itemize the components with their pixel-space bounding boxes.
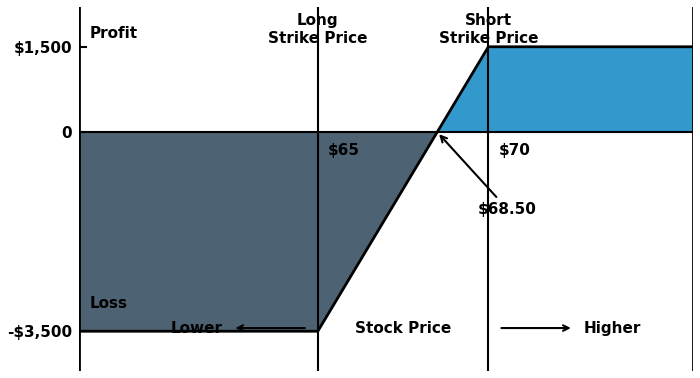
Polygon shape xyxy=(79,132,438,331)
Text: Short
Strike Price: Short Strike Price xyxy=(439,13,538,46)
Text: Higher: Higher xyxy=(584,321,641,336)
Text: $65: $65 xyxy=(328,144,360,158)
Polygon shape xyxy=(438,47,693,132)
Text: $68.50: $68.50 xyxy=(440,136,537,217)
Text: Loss: Loss xyxy=(89,296,127,311)
Text: Lower: Lower xyxy=(170,321,223,336)
Text: Stock Price: Stock Price xyxy=(355,321,452,336)
Text: Long
Strike Price: Long Strike Price xyxy=(268,13,368,46)
Text: Profit: Profit xyxy=(89,26,137,41)
Text: $70: $70 xyxy=(498,144,531,158)
